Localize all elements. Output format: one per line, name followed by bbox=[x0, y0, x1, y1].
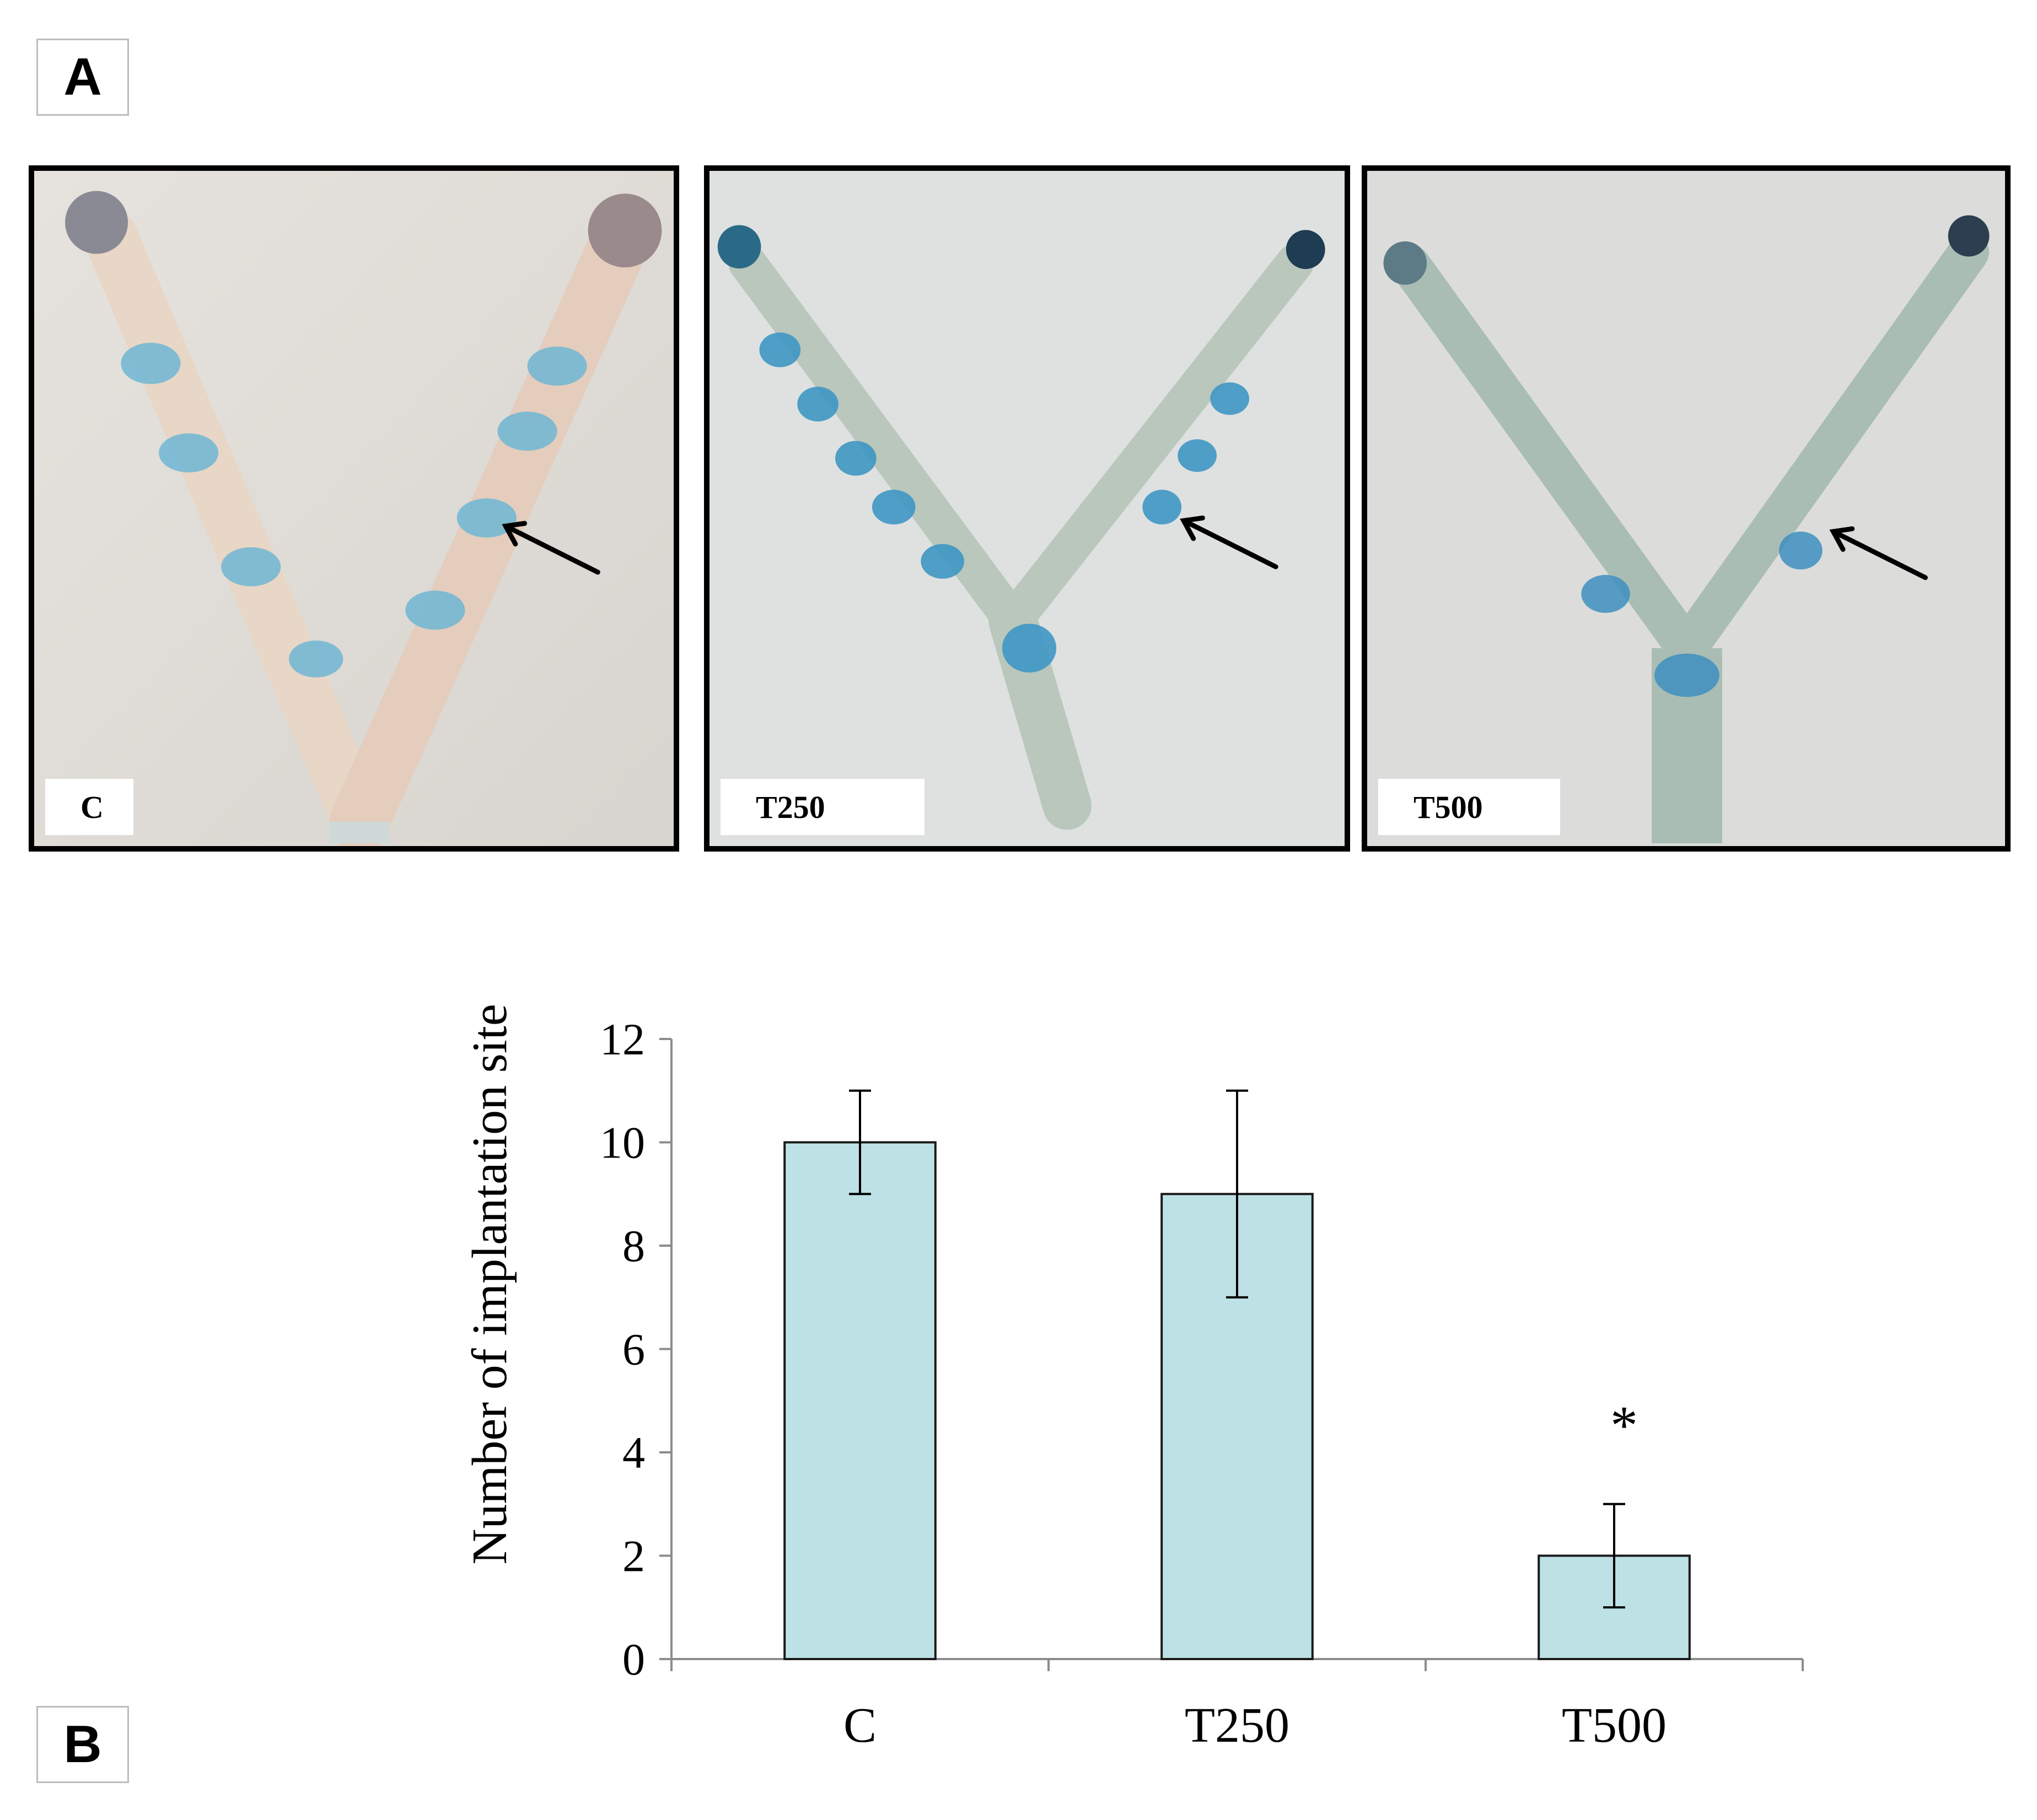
panel-b-label: B bbox=[36, 1706, 129, 1783]
x-tick-label: C bbox=[843, 1698, 877, 1753]
y-tick-label: 12 bbox=[600, 1014, 645, 1064]
y-tick-label: 10 bbox=[600, 1118, 645, 1168]
photo-label-t250: T250 bbox=[721, 779, 925, 835]
y-tick-label: 2 bbox=[622, 1531, 645, 1581]
y-axis-label: Number of implantation site bbox=[463, 1004, 517, 1564]
x-tick-label: T500 bbox=[1562, 1698, 1667, 1753]
uterus-illustration-t500 bbox=[1367, 171, 2005, 846]
y-tick-label: 0 bbox=[622, 1634, 645, 1684]
y-tick-label: 6 bbox=[622, 1324, 645, 1375]
uterus-illustration-c bbox=[34, 171, 674, 846]
y-tick-label: 8 bbox=[622, 1221, 645, 1271]
photo-t500-uterus: T500 bbox=[1362, 165, 2011, 852]
bar-c bbox=[783, 1141, 937, 1660]
panel-a-label: A bbox=[36, 39, 129, 116]
significance-marker: * bbox=[1610, 1394, 1638, 1456]
photo-label-c: C bbox=[45, 779, 133, 835]
photo-control-uterus: C bbox=[29, 165, 679, 852]
photo-t250-uterus: T250 bbox=[704, 165, 1350, 852]
uterus-illustration-t250 bbox=[710, 171, 1345, 846]
photo-label-t500: T500 bbox=[1378, 779, 1560, 835]
y-tick-label: 4 bbox=[622, 1428, 645, 1478]
x-tick-label: T250 bbox=[1185, 1698, 1289, 1753]
